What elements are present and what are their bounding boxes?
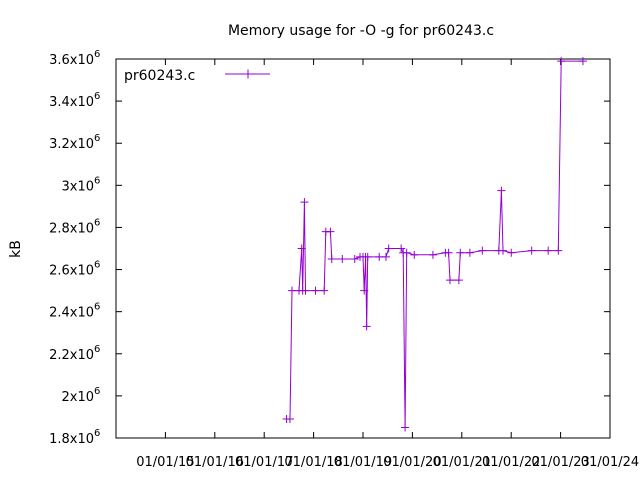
data-point — [456, 248, 465, 257]
y-tick-exponent: 6 — [94, 91, 100, 102]
data-point — [338, 255, 347, 264]
y-tick-label: 3.2x10 — [49, 137, 94, 152]
series-line — [286, 60, 583, 428]
y-tick-exponent: 6 — [94, 302, 100, 313]
data-point — [454, 276, 463, 285]
y-tick-exponent: 6 — [94, 49, 100, 60]
x-tick-label: 01/01/15 — [136, 455, 194, 470]
data-point — [350, 255, 359, 264]
data-point — [557, 57, 566, 66]
data-point — [499, 246, 508, 255]
x-tick-label: 01/01/19 — [334, 455, 392, 470]
y-tick-exponent: 6 — [94, 344, 100, 355]
axis-ticks — [116, 58, 611, 439]
y-tick-exponent: 6 — [94, 217, 100, 228]
x-tick-label: 01/01/21 — [433, 455, 491, 470]
data-point — [384, 244, 393, 253]
x-tick-label: 01/01/22 — [482, 455, 540, 470]
y-tick-label: 1.8x10 — [49, 432, 94, 447]
y-tick-label: 2.2x10 — [49, 348, 94, 363]
data-point — [360, 286, 369, 295]
data-point — [527, 246, 536, 255]
data-point — [363, 252, 372, 261]
data-point — [554, 246, 563, 255]
x-tick-labels: 01/01/1501/01/1601/01/1701/01/1801/01/19… — [136, 455, 639, 470]
data-point — [326, 227, 335, 236]
x-tick-label: 01/01/20 — [383, 455, 441, 470]
y-tick-label: 2.8x10 — [49, 221, 94, 236]
y-tick-exponent: 6 — [94, 133, 100, 144]
data-point — [301, 286, 310, 295]
data-point — [320, 286, 329, 295]
x-tick-label: 01/01/18 — [284, 455, 342, 470]
data-point — [285, 415, 294, 424]
y-tick-label: 3x10 — [61, 179, 94, 194]
x-tick-label: 01/01/23 — [531, 455, 589, 470]
data-point — [381, 252, 390, 261]
legend: pr60243.c — [124, 68, 270, 84]
data-point — [297, 244, 306, 253]
data-point — [300, 198, 309, 207]
data-point — [444, 248, 453, 257]
legend-marker — [243, 69, 253, 79]
data-point — [375, 252, 384, 261]
y-tick-exponent: 6 — [94, 428, 100, 439]
x-tick-label: 01/01/16 — [186, 455, 244, 470]
y-tick-exponent: 6 — [94, 175, 100, 186]
y-axis-label: kB — [8, 240, 24, 258]
plot-area-border — [115, 58, 611, 439]
data-point — [465, 248, 474, 257]
legend-label: pr60243.c — [124, 68, 195, 84]
data-point — [287, 286, 296, 295]
data-point — [401, 423, 410, 432]
data-point — [311, 286, 320, 295]
y-tick-exponent: 6 — [94, 386, 100, 397]
y-tick-label: 2.4x10 — [49, 306, 94, 321]
data-point — [402, 248, 411, 257]
y-tick-exponent: 6 — [94, 260, 100, 271]
data-point — [410, 250, 419, 259]
y-tick-label: 2x10 — [61, 390, 94, 405]
data-point — [578, 57, 587, 66]
data-point — [428, 250, 437, 259]
y-tick-label: 3.4x10 — [49, 95, 94, 110]
series-layer — [282, 57, 587, 432]
data-point — [397, 244, 406, 253]
x-tick-label: 01/01/24 — [581, 455, 639, 470]
data-point — [497, 186, 506, 195]
data-point — [445, 276, 454, 285]
chart-title: Memory usage for -O -g for pr60243.c — [228, 23, 494, 39]
y-tick-label: 3.6x10 — [49, 53, 94, 68]
y-tick-label: 2.6x10 — [49, 264, 94, 279]
data-point — [507, 248, 516, 257]
data-point — [478, 246, 487, 255]
x-tick-label: 01/01/17 — [235, 455, 293, 470]
data-point — [362, 322, 371, 331]
data-point — [327, 255, 336, 264]
data-point — [544, 246, 553, 255]
